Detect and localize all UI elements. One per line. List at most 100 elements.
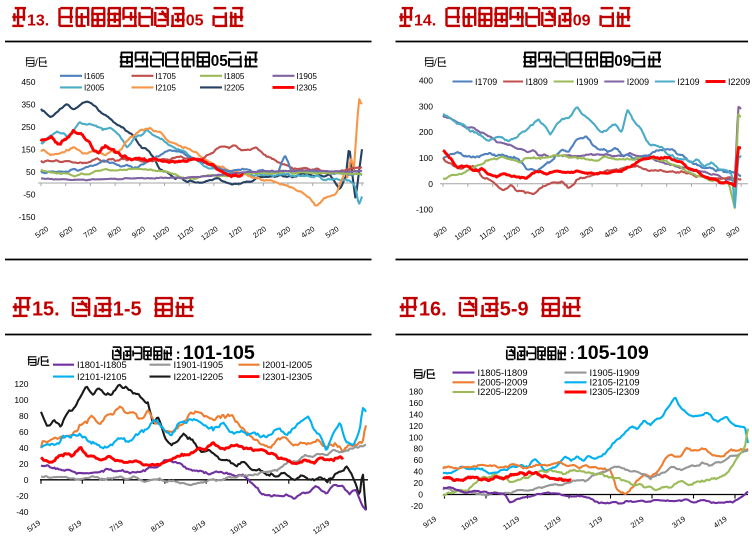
svg-text:9/20: 9/20 — [432, 224, 449, 240]
svg-text:1/20: 1/20 — [529, 224, 546, 240]
svg-text:60: 60 — [19, 427, 29, 437]
svg-text:0: 0 — [428, 179, 433, 189]
svg-text:4/20: 4/20 — [299, 224, 316, 240]
svg-text:180: 180 — [409, 387, 423, 397]
svg-text:11/19: 11/19 — [270, 518, 290, 536]
svg-text:10/20: 10/20 — [453, 224, 473, 242]
svg-text:80: 80 — [19, 411, 29, 421]
svg-text:I2101-I2105: I2101-I2105 — [77, 372, 127, 382]
svg-text:05: 05 — [186, 12, 204, 29]
svg-text:140: 140 — [409, 409, 423, 419]
svg-text:20: 20 — [414, 478, 424, 488]
svg-text:8/20: 8/20 — [700, 224, 717, 240]
svg-text:I1909: I1909 — [576, 77, 598, 87]
svg-text:14.: 14. — [414, 12, 436, 29]
svg-text:40: 40 — [414, 467, 424, 477]
svg-text:450: 450 — [21, 77, 35, 87]
svg-text:0: 0 — [24, 475, 29, 485]
svg-text:80: 80 — [414, 444, 424, 454]
svg-text:50: 50 — [26, 167, 36, 177]
svg-text:2/20: 2/20 — [554, 224, 571, 240]
svg-text:/: / — [35, 58, 38, 69]
svg-text:1/20: 1/20 — [227, 224, 244, 240]
svg-text:4/20: 4/20 — [602, 224, 619, 240]
svg-text:6/19: 6/19 — [66, 518, 83, 534]
svg-text:I2209: I2209 — [728, 77, 750, 87]
svg-text:I2205: I2205 — [224, 83, 245, 92]
svg-text:2/20: 2/20 — [251, 224, 268, 240]
svg-text:9/20: 9/20 — [724, 224, 741, 240]
svg-text:I2105: I2105 — [156, 83, 177, 92]
svg-text:13.: 13. — [27, 12, 49, 29]
svg-text:1/19: 1/19 — [587, 514, 604, 530]
svg-text:5/19: 5/19 — [25, 518, 42, 534]
svg-text:I1709: I1709 — [475, 77, 497, 87]
svg-text:I2201-I2205: I2201-I2205 — [174, 372, 224, 382]
svg-text:I1805: I1805 — [224, 72, 245, 81]
svg-text:I2001-I2005: I2001-I2005 — [263, 360, 313, 370]
svg-text:8/19: 8/19 — [149, 518, 166, 534]
svg-text:11/19: 11/19 — [501, 514, 521, 532]
svg-text:100: 100 — [14, 395, 28, 405]
svg-text:1-5: 1-5 — [113, 298, 142, 320]
svg-text:7/19: 7/19 — [108, 518, 125, 534]
svg-text:/: / — [423, 370, 426, 381]
svg-text:4/19: 4/19 — [712, 514, 729, 530]
svg-text:2/19: 2/19 — [629, 514, 646, 530]
svg-text:I1901-I1905: I1901-I1905 — [174, 360, 224, 370]
svg-text:12/19: 12/19 — [542, 514, 562, 532]
svg-text:11/20: 11/20 — [478, 224, 498, 242]
svg-text:I1905: I1905 — [297, 72, 318, 81]
svg-text:09: 09 — [573, 12, 591, 29]
svg-text:-20: -20 — [16, 491, 29, 501]
svg-text:/: / — [434, 58, 437, 69]
svg-text:3/19: 3/19 — [670, 514, 687, 530]
svg-text:16.: 16. — [419, 298, 447, 320]
svg-text:120: 120 — [409, 421, 423, 431]
svg-text:12/20: 12/20 — [502, 224, 522, 242]
svg-text:0: 0 — [418, 490, 423, 500]
svg-text:12/19: 12/19 — [311, 518, 331, 536]
svg-text:20: 20 — [19, 459, 29, 469]
svg-text:09: 09 — [614, 53, 631, 70]
svg-text:05: 05 — [211, 53, 229, 70]
svg-text:9/19: 9/19 — [421, 514, 438, 530]
svg-text:160: 160 — [409, 398, 423, 408]
svg-text:5/20: 5/20 — [33, 224, 50, 240]
svg-text:/: / — [37, 357, 40, 368]
svg-text:I1605: I1605 — [84, 72, 105, 81]
svg-text:60: 60 — [414, 455, 424, 465]
svg-text:-150: -150 — [18, 212, 35, 222]
svg-text:101-105: 101-105 — [183, 342, 255, 364]
svg-text:40: 40 — [19, 443, 29, 453]
svg-text:I1805-I1809: I1805-I1809 — [478, 367, 528, 378]
svg-text:5-9: 5-9 — [500, 298, 529, 320]
svg-text:6/20: 6/20 — [57, 224, 74, 240]
svg-text:10/20: 10/20 — [151, 224, 171, 242]
svg-text:200: 200 — [419, 127, 433, 137]
svg-text:I2205-I2209: I2205-I2209 — [478, 386, 528, 397]
svg-text:100: 100 — [409, 432, 423, 442]
svg-text:7/20: 7/20 — [82, 224, 99, 240]
svg-text:-100: -100 — [416, 205, 433, 215]
svg-text:I1905-I1909: I1905-I1909 — [590, 367, 640, 378]
svg-text:I1809: I1809 — [526, 77, 548, 87]
svg-text:250: 250 — [21, 122, 35, 132]
svg-text:105-109: 105-109 — [577, 342, 649, 364]
svg-text:9/19: 9/19 — [190, 518, 207, 534]
svg-text:400: 400 — [419, 76, 433, 86]
svg-text:I2301-I2305: I2301-I2305 — [263, 372, 313, 382]
svg-text:120: 120 — [14, 379, 28, 389]
svg-text:15.: 15. — [32, 298, 60, 320]
svg-text:3/20: 3/20 — [275, 224, 292, 240]
svg-text:I2005-I2009: I2005-I2009 — [478, 377, 528, 388]
svg-text::: : — [176, 347, 181, 363]
svg-text:150: 150 — [21, 144, 35, 154]
svg-text:I2009: I2009 — [627, 77, 649, 87]
svg-text:10/19: 10/19 — [228, 518, 248, 536]
svg-text:I2305-I2309: I2305-I2309 — [590, 386, 640, 397]
svg-text::: : — [570, 347, 575, 363]
svg-text:6/20: 6/20 — [651, 224, 668, 240]
svg-text:5/20: 5/20 — [324, 224, 341, 240]
svg-text:12/20: 12/20 — [199, 224, 219, 242]
